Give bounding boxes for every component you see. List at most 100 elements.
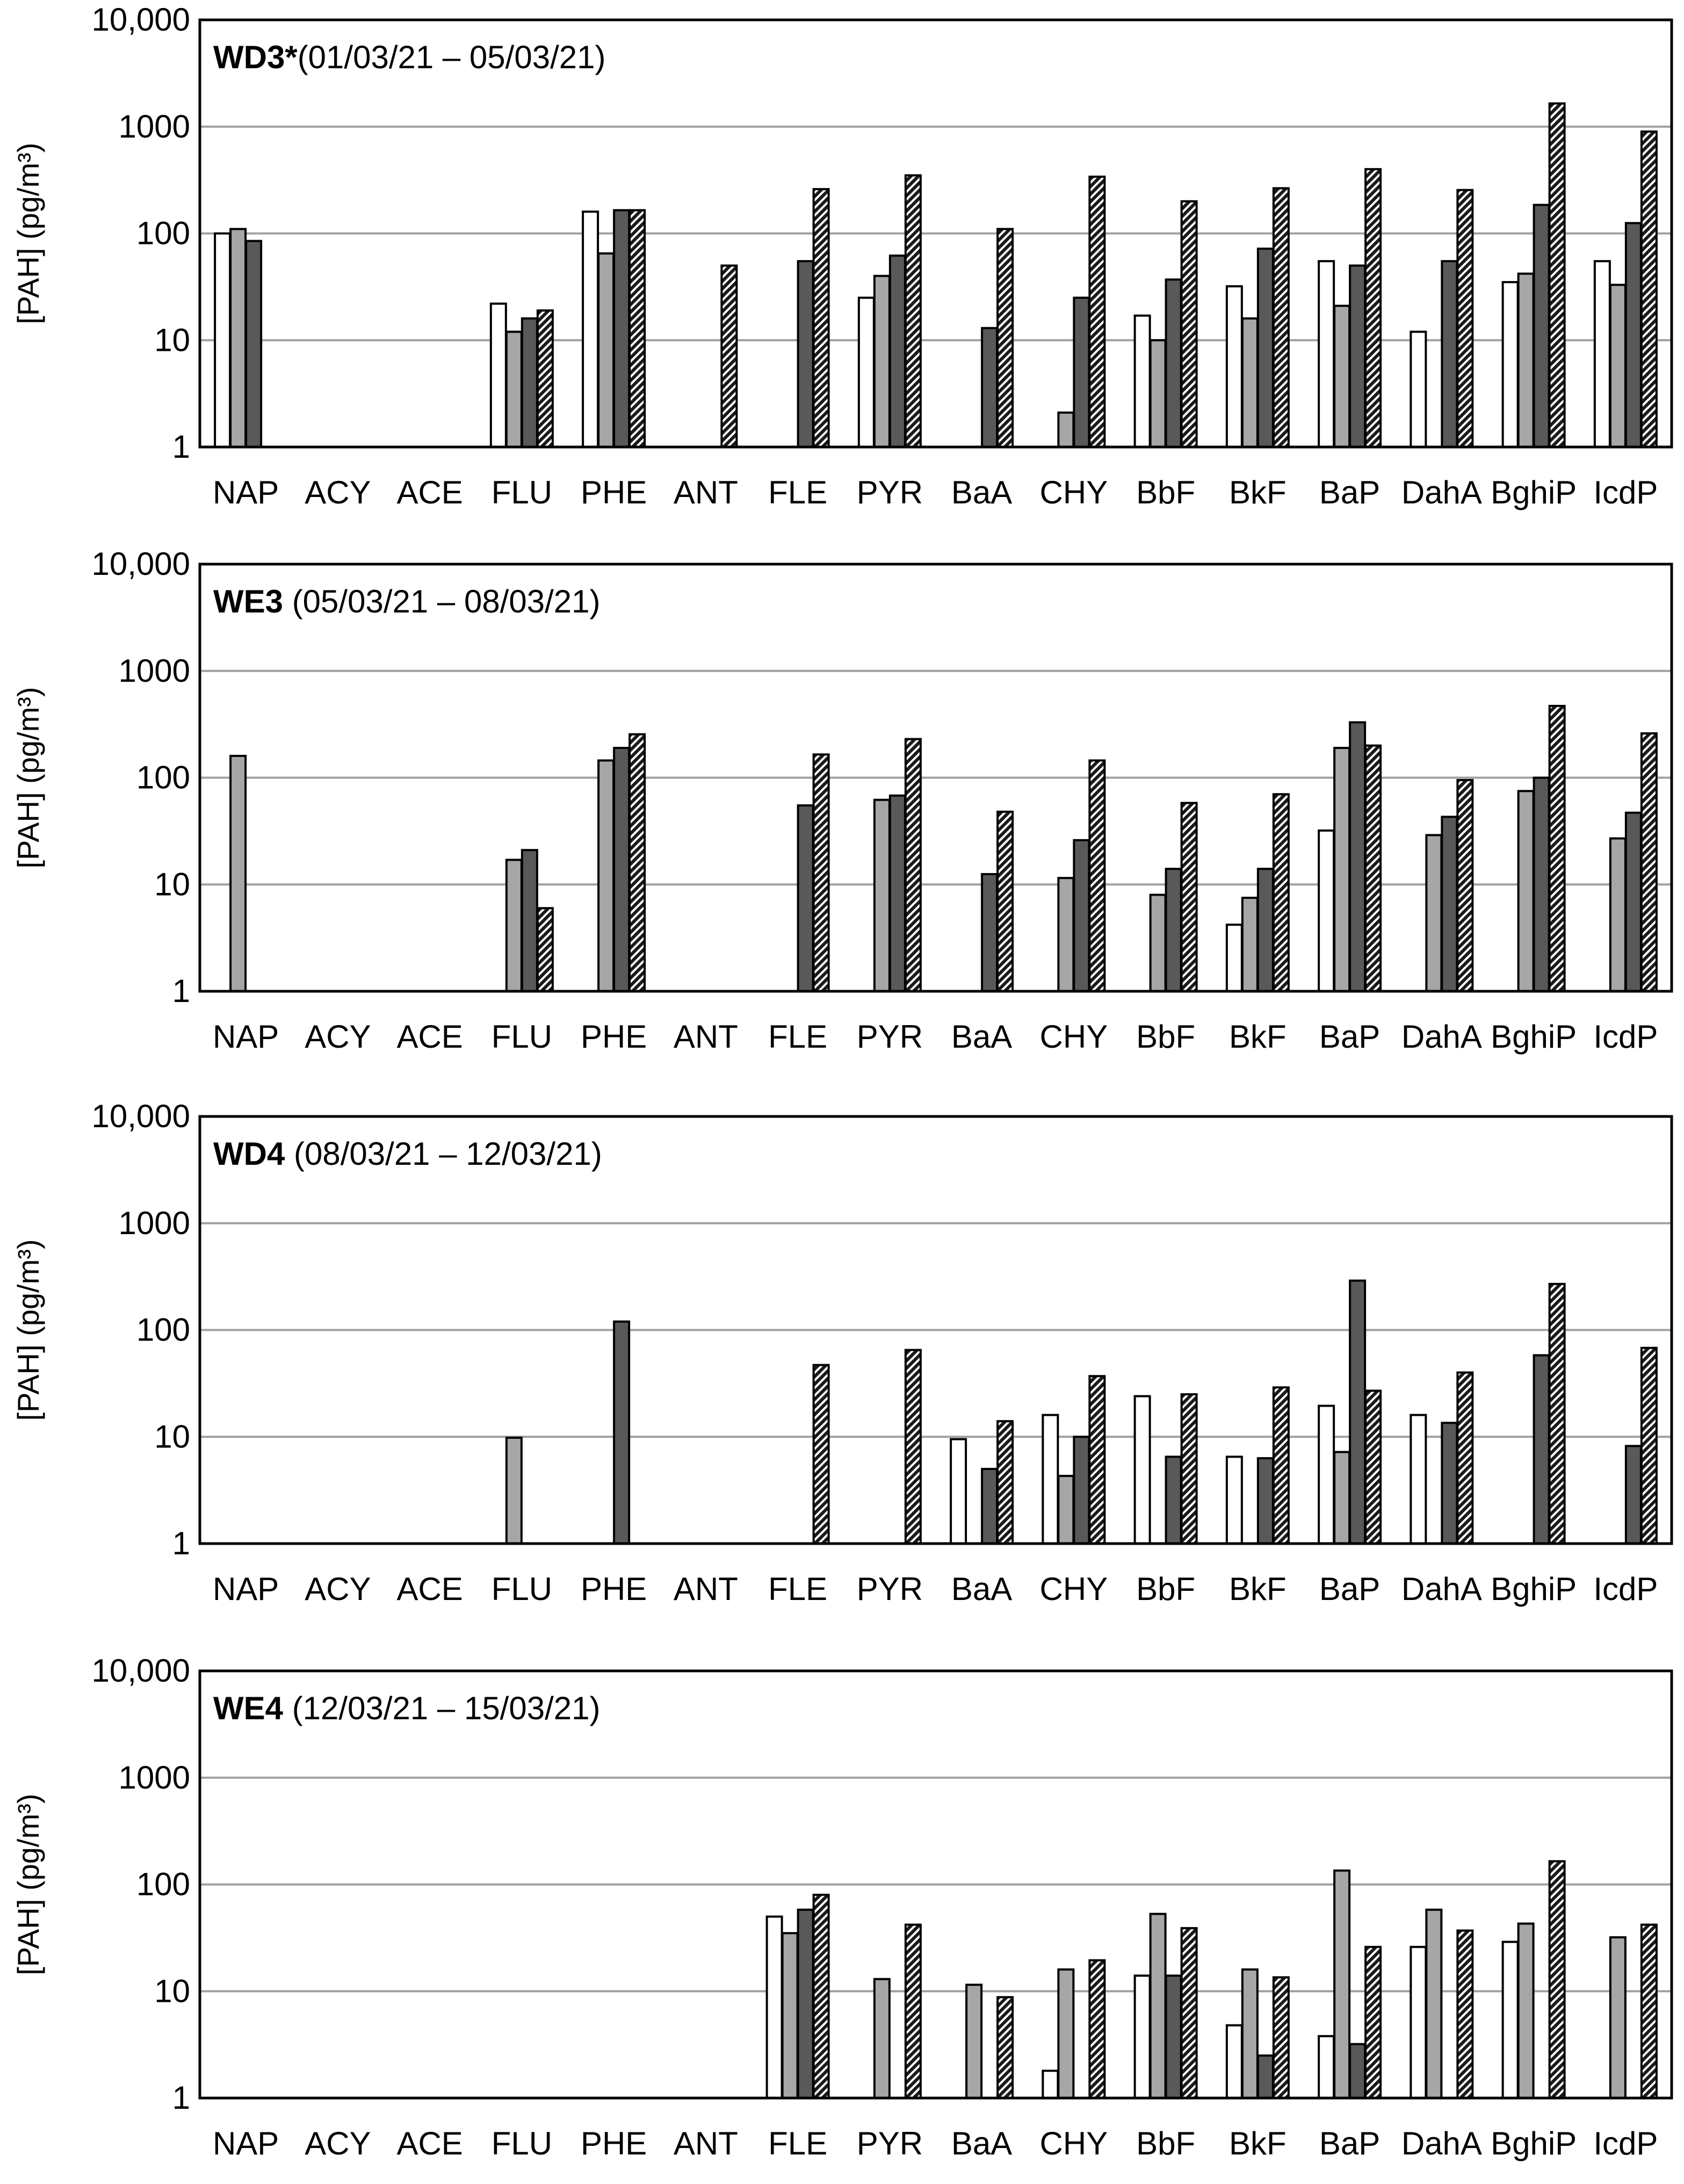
x-tick-label: ACE <box>396 1571 462 1607</box>
bar-hatched <box>1456 189 1474 448</box>
bar-hatched <box>1088 175 1106 448</box>
bar-light-grey <box>873 1978 891 2099</box>
bar-dark-grey <box>1165 868 1182 992</box>
x-tick-label: CHY <box>1040 1019 1108 1055</box>
bar-hatched <box>1272 1386 1290 1545</box>
x-tick-label: FLE <box>768 2125 827 2161</box>
bar-white <box>1501 281 1519 448</box>
bar-white <box>1133 1974 1151 2099</box>
x-tick-label: ANT <box>674 2125 738 2161</box>
x-tick-label: PYR <box>857 474 923 510</box>
bar-white <box>1318 2035 1335 2099</box>
bar-hatched <box>1640 130 1658 448</box>
bar-white <box>1042 2070 1059 2099</box>
y-tick-label: 1 <box>172 2080 190 2116</box>
bar-white <box>1133 314 1151 449</box>
panel-title-dates: (05/03/21 – 08/03/21) <box>292 583 601 619</box>
bar-dark-grey <box>1256 247 1274 448</box>
bar-light-grey <box>1517 272 1535 448</box>
x-tick-label: NAP <box>213 1019 279 1055</box>
x-tick-label: ANT <box>674 1571 738 1607</box>
bar-hatched <box>1272 187 1290 448</box>
x-tick-label: BkF <box>1229 474 1287 510</box>
bar-dark-grey <box>521 317 538 448</box>
x-tick-label: IcdP <box>1593 1019 1658 1055</box>
panel-title-bold: WE3 <box>213 583 284 619</box>
bar-hatched <box>1640 732 1658 992</box>
x-tick-label: ACY <box>305 2125 371 2161</box>
bar-white <box>1318 829 1335 992</box>
bar-dark-grey <box>1624 222 1642 448</box>
bar-hatched <box>1088 1375 1106 1545</box>
x-tick-label: FLU <box>492 474 552 510</box>
bar-light-grey <box>1149 893 1167 992</box>
x-tick-label: ACE <box>396 474 462 510</box>
chart-wd3: 1 10 100 1000 10,000 [PAH] (pg/m³) NAP ACY ACE FL… <box>11 2 1673 510</box>
x-tick-label: ANT <box>674 1019 738 1055</box>
x-tick-label: CHY <box>1040 1571 1108 1607</box>
bar-hatched <box>536 907 554 993</box>
bar-hatched <box>1088 1959 1106 2099</box>
x-tick-label: PHE <box>581 2125 647 2161</box>
y-axis-label: [PAH] (pg/m³) <box>11 687 45 868</box>
bar-light-grey <box>1241 317 1259 448</box>
plot-frame <box>198 18 1673 449</box>
panel-title-dates: (08/03/21 – 12/03/21) <box>294 1136 602 1172</box>
bar-light-grey <box>1333 1869 1351 2099</box>
bar-hatched <box>720 264 738 448</box>
bar-dark-grey <box>1441 1422 1458 1545</box>
bar-hatched <box>996 1420 1014 1545</box>
x-tick-label: BaA <box>951 1571 1012 1607</box>
x-tick-label: IcdP <box>1593 474 1658 510</box>
bar-hatched <box>1364 1389 1382 1545</box>
x-tick-label: FLE <box>768 1019 827 1055</box>
bar-dark-grey <box>1073 839 1090 992</box>
bar-light-grey <box>505 1436 523 1545</box>
x-tick-label: BbF <box>1136 474 1195 510</box>
bar-light-grey <box>505 330 523 449</box>
x-tick-label: PHE <box>581 474 647 510</box>
bar-dark-grey <box>888 254 906 448</box>
y-tick-label: 10 <box>154 866 190 902</box>
panel-title-dates: (12/03/21 – 15/03/21) <box>292 1690 601 1726</box>
bar-hatched <box>1272 1976 1290 2100</box>
panel-title: WD4 (08/03/21 – 12/03/21) <box>213 1135 602 1172</box>
x-tick-label: ACE <box>396 2125 462 2161</box>
x-tick-label: FLE <box>768 474 827 510</box>
x-tick-label: BghiP <box>1491 474 1577 510</box>
bar-light-grey <box>229 754 247 992</box>
bar-dark-grey <box>1624 811 1642 992</box>
bar-white <box>582 210 599 448</box>
panel-title: WE4 (12/03/21 – 15/03/21) <box>213 1690 600 1727</box>
y-tick-label: 1000 <box>119 1205 190 1241</box>
bar-hatched <box>996 1996 1014 2099</box>
chart-we4: 1 10 100 1000 10,000 [PAH] (pg/m³) NAP ACY ACE FL… <box>11 1653 1673 2161</box>
bar-dark-grey <box>797 804 814 992</box>
panel-title-bold: WD4 <box>213 1136 285 1172</box>
bar-dark-grey <box>888 794 906 992</box>
bar-dark-grey <box>521 849 538 992</box>
bar-dark-grey <box>1349 1279 1367 1545</box>
x-tick-label: BaP <box>1319 2125 1380 2161</box>
bar-white <box>1410 1945 1427 2099</box>
bar-white <box>1042 1414 1059 1545</box>
x-tick-label: BghiP <box>1491 1571 1577 1607</box>
bar-hatched <box>1640 1346 1658 1545</box>
bar-dark-grey <box>1441 816 1458 992</box>
bar-white <box>1318 260 1335 448</box>
bar-hatched <box>1640 1923 1658 2099</box>
bar-light-grey <box>873 798 891 992</box>
bar-hatched <box>1180 1393 1198 1545</box>
bar-light-grey <box>873 275 891 448</box>
x-tick-label: BaA <box>951 1019 1012 1055</box>
bar-hatched <box>996 228 1014 448</box>
chart-wd4: 1 10 100 1000 10,000 [PAH] (pg/m³) NAP ACY ACE FL… <box>11 1098 1673 1607</box>
bar-light-grey <box>1149 1913 1167 2099</box>
bar-light-grey <box>1057 1968 1075 2099</box>
bar-hatched <box>1548 1860 1566 2099</box>
bar-hatched <box>1180 1927 1198 2099</box>
y-axis-label: [PAH] (pg/m³) <box>11 1793 45 1975</box>
y-tick-label: 100 <box>136 1866 190 1902</box>
x-tick-label: BaP <box>1319 1571 1380 1607</box>
bar-hatched <box>1180 802 1198 992</box>
